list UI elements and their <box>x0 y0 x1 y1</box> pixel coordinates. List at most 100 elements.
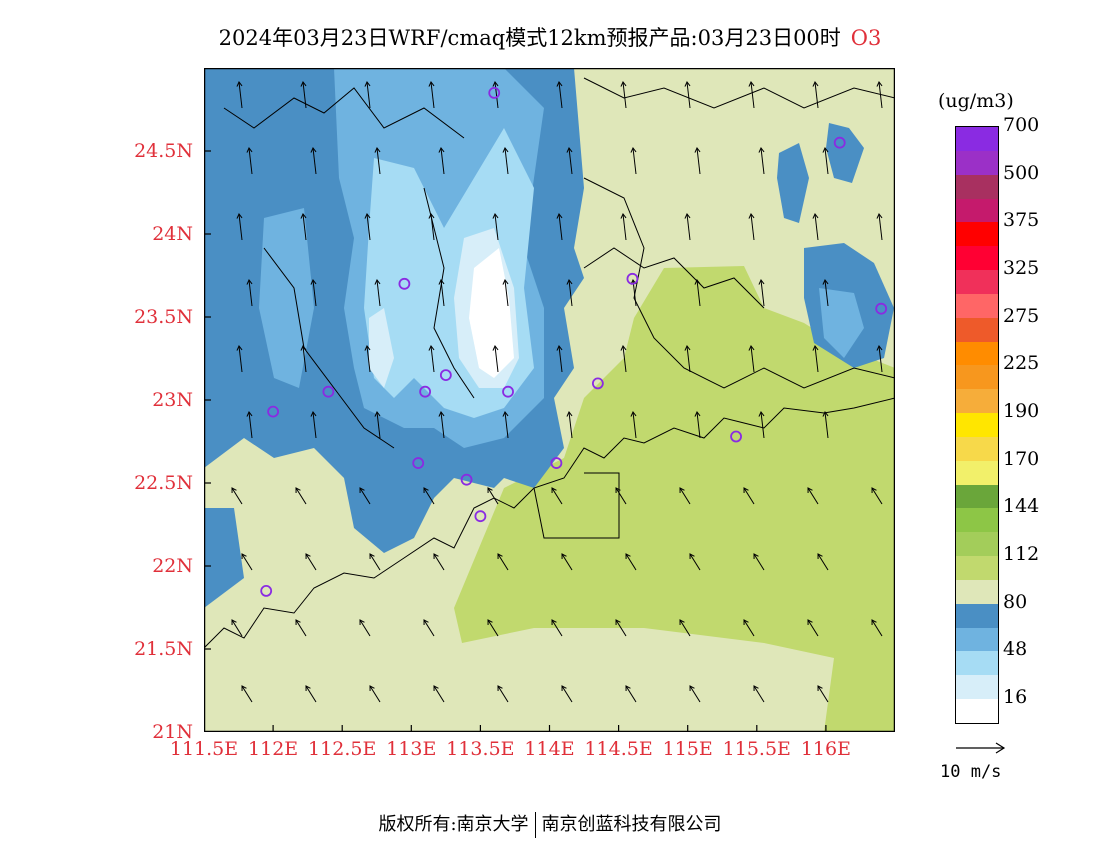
wind-arrow-icon <box>438 147 445 175</box>
latitude-label: 24.5N <box>134 140 193 162</box>
station-marker-icon <box>267 405 279 418</box>
wind-arrow-icon <box>487 487 499 505</box>
colorbar-tick-label: 144 <box>1003 495 1040 518</box>
wind-arrow-icon <box>428 213 435 241</box>
wind-arrow-icon <box>758 279 765 307</box>
colorbar-segment <box>956 317 998 342</box>
wind-arrow-icon <box>492 213 499 241</box>
wind-arrow-icon <box>364 81 371 109</box>
longitude-label: 114.5E <box>584 738 653 760</box>
wind-arrow-icon <box>310 279 317 307</box>
wind-arrow-icon <box>433 685 445 703</box>
station-marker-icon <box>474 510 487 523</box>
wind-arrow-icon <box>758 147 765 175</box>
ozone-band-16-48-w <box>259 208 314 388</box>
wind-arrow-icon <box>428 345 435 373</box>
wind-arrow-icon <box>359 487 371 505</box>
wind-arrow-icon <box>374 411 381 439</box>
wind-vector-key: 10 m/s <box>938 738 1028 788</box>
copyright-footer: 版权所有:南京大学 南京创蓝科技有限公司 <box>0 810 1100 838</box>
wind-arrow-icon <box>492 81 499 109</box>
wind-arrow-icon <box>625 685 637 703</box>
legend-unit: (ug/m3) <box>938 90 1014 112</box>
wind-arrow-icon <box>300 345 307 373</box>
wind-arrow-icon <box>374 147 381 175</box>
ozone-band-16-48-e <box>819 288 864 358</box>
wind-arrow-icon <box>231 619 243 637</box>
colorbar-segment <box>956 222 998 247</box>
longitude-label: 112.5E <box>308 738 377 760</box>
wind-arrow-icon <box>817 685 829 703</box>
wind-arrow-icon <box>679 487 691 505</box>
colorbar-segment <box>956 579 998 604</box>
wind-key-arrow-icon <box>956 742 1006 754</box>
map-title: 2024年03月23日WRF/cmaq模式12km预报产品:03月23日00时 O… <box>0 22 1100 52</box>
wind-arrow-icon <box>812 345 819 373</box>
wind-arrow-icon <box>487 619 499 637</box>
latitude-label: 21N <box>152 721 193 743</box>
station-marker-icon <box>730 430 742 443</box>
wind-vector-field <box>231 81 883 703</box>
wind-arrow-icon <box>615 619 627 637</box>
colorbar-segment <box>956 246 998 271</box>
wind-arrow-icon <box>236 213 243 241</box>
colorbar-tick-label: 170 <box>1003 447 1040 470</box>
colorbar-tick-label: 325 <box>1003 257 1040 280</box>
wind-arrow-icon <box>364 213 371 241</box>
wind-arrow-icon <box>758 411 765 439</box>
wind-arrow-icon <box>295 619 307 637</box>
latitude-label: 22N <box>152 555 193 577</box>
wind-arrow-icon <box>438 279 445 307</box>
longitude-label: 112E <box>248 738 299 760</box>
wind-arrow-icon <box>822 147 829 175</box>
longitude-label: 113E <box>386 738 437 760</box>
wind-arrow-icon <box>556 345 563 373</box>
wind-arrow-icon <box>438 411 445 439</box>
ozone-band-112-144-sw <box>824 588 895 732</box>
wind-arrow-icon <box>566 147 573 175</box>
colorbar-tick-label: 190 <box>1003 400 1040 423</box>
colorbar-segment <box>956 436 998 461</box>
wind-arrow-icon <box>817 553 829 571</box>
wind-arrow-icon <box>369 685 381 703</box>
wind-arrow-icon <box>748 81 755 109</box>
colorbar-segment <box>956 532 998 557</box>
monitoring-stations <box>260 86 888 597</box>
ozone-band-112-144 <box>454 266 895 732</box>
wind-arrow-icon <box>305 553 317 571</box>
colorbar-segment <box>956 127 998 151</box>
wind-arrow-icon <box>679 619 691 637</box>
footer-left: 版权所有:南京大学 <box>378 814 529 835</box>
wind-arrow-icon <box>684 345 691 373</box>
wind-arrow-icon <box>748 345 755 373</box>
wind-arrow-icon <box>561 685 573 703</box>
wind-arrow-icon <box>497 553 509 571</box>
wind-arrow-icon <box>423 487 435 505</box>
wind-arrow-icon <box>807 619 819 637</box>
longitude-label: 115.5E <box>722 738 791 760</box>
boundary-lines <box>204 77 895 649</box>
wind-arrow-icon <box>620 213 627 241</box>
wind-arrow-icon <box>502 279 509 307</box>
wind-arrow-icon <box>694 147 701 175</box>
wind-arrow-icon <box>428 81 435 109</box>
colorbar-tick-label: 16 <box>1003 686 1028 709</box>
wind-arrow-icon <box>822 279 829 307</box>
wind-arrow-icon <box>374 279 381 307</box>
station-marker-icon <box>322 385 335 398</box>
longitude-label: 116E <box>800 738 851 760</box>
latitude-label: 21.5N <box>134 638 193 660</box>
wind-arrow-icon <box>305 685 317 703</box>
wind-arrow-icon <box>231 487 243 505</box>
wind-arrow-icon <box>812 81 819 109</box>
colorbar-segment <box>956 198 998 223</box>
station-marker-icon <box>412 457 425 469</box>
station-marker-icon <box>260 585 273 597</box>
wind-arrow-icon <box>556 213 563 241</box>
wind-arrow-icon <box>689 685 701 703</box>
colorbar-tick-label: 48 <box>1003 638 1028 661</box>
wind-arrow-icon <box>364 345 371 373</box>
wind-arrow-icon <box>359 619 371 637</box>
station-marker-icon <box>398 277 411 290</box>
wind-arrow-icon <box>551 619 563 637</box>
